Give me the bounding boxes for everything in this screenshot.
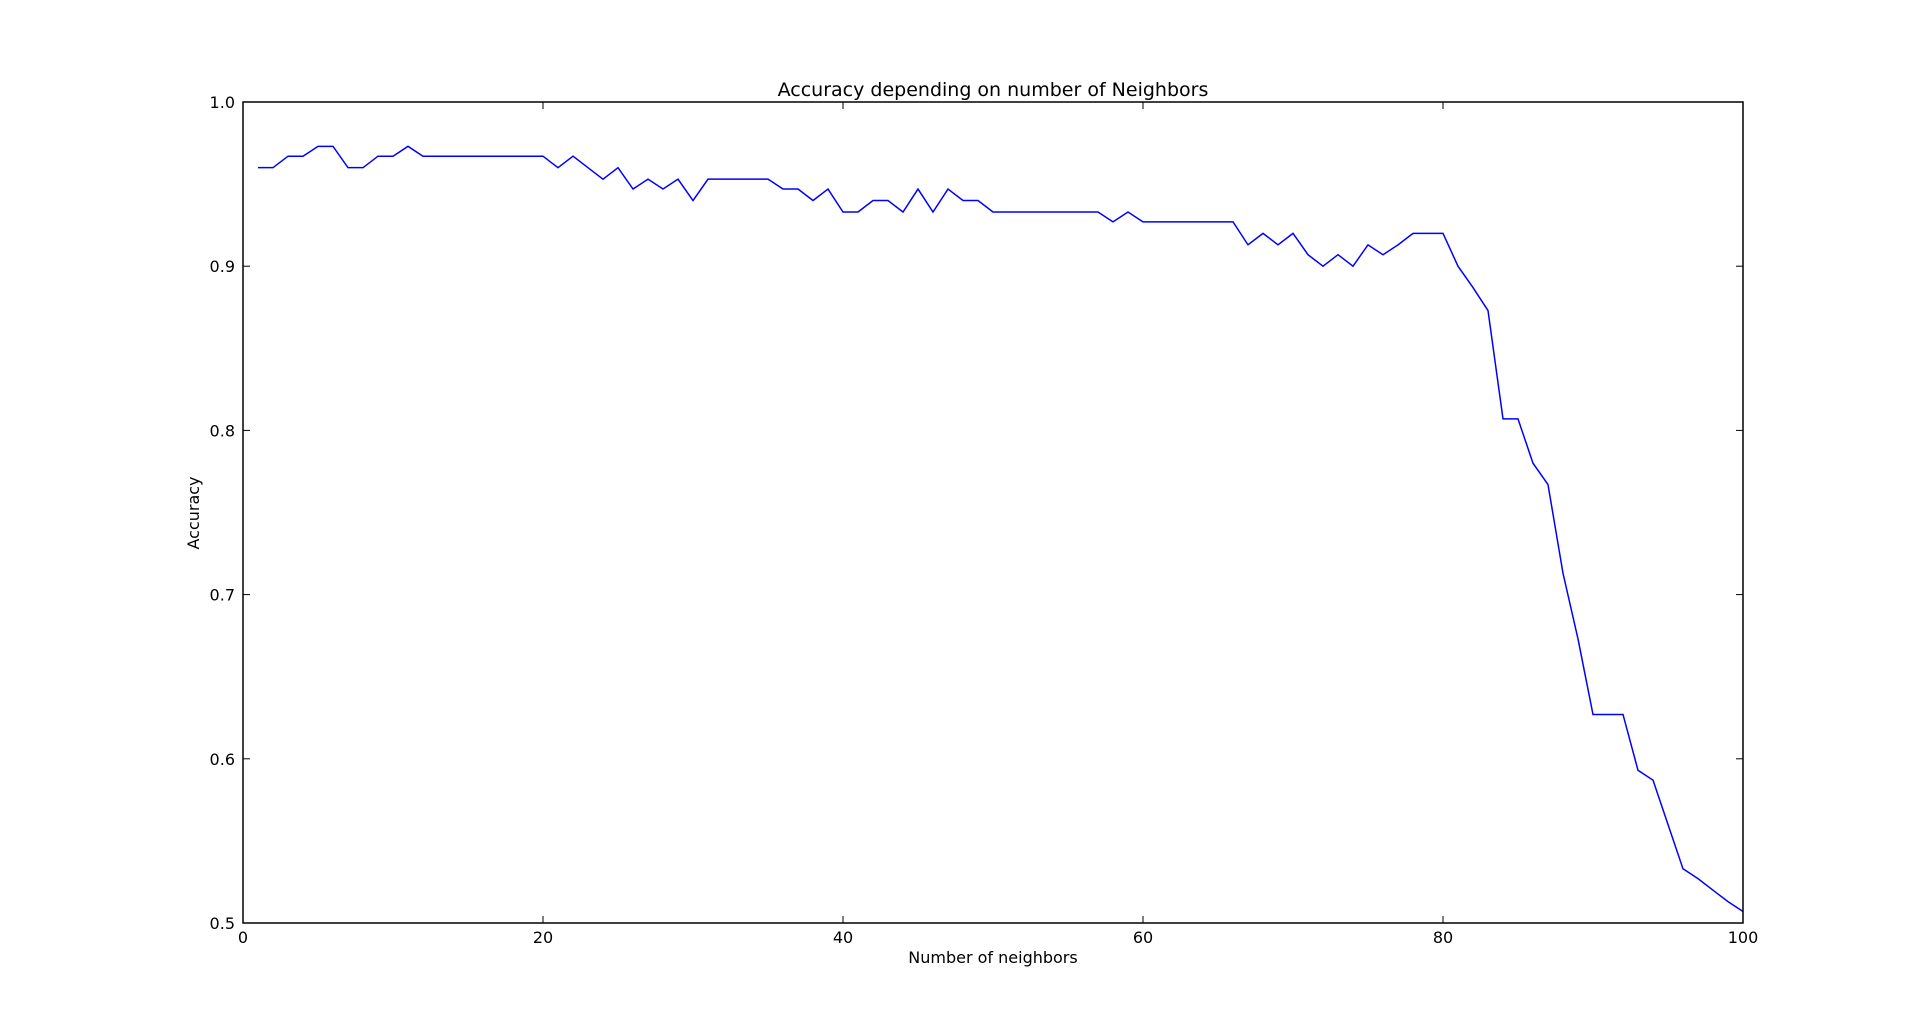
x-tick-label: 100 — [1728, 928, 1759, 947]
tick-labels: 0 20 40 60 80 100 0.5 0.6 0.7 0.8 0.9 1.0 — [210, 93, 1759, 947]
y-tick-label: 0.5 — [210, 914, 235, 933]
y-tick-label: 0.6 — [210, 750, 235, 769]
y-tick-label: 0.8 — [210, 421, 235, 440]
accuracy-series-line — [258, 145, 1744, 913]
plot-area-frame — [242, 101, 1744, 924]
y-tick-label: 0.7 — [210, 586, 235, 605]
x-tick-label: 60 — [1133, 928, 1153, 947]
x-tick-label: 80 — [1433, 928, 1453, 947]
y-tick-label: 1.0 — [210, 93, 235, 112]
x-axis-label: Number of neighbors — [908, 948, 1077, 967]
x-tick-label: 20 — [533, 928, 553, 947]
y-axis-label: Accuracy — [184, 476, 203, 549]
x-tick-label: 40 — [833, 928, 853, 947]
chart-title: Accuracy depending on number of Neighbor… — [778, 79, 1209, 101]
y-tick-label: 0.9 — [210, 257, 235, 276]
x-tick-label: 0 — [238, 928, 248, 947]
